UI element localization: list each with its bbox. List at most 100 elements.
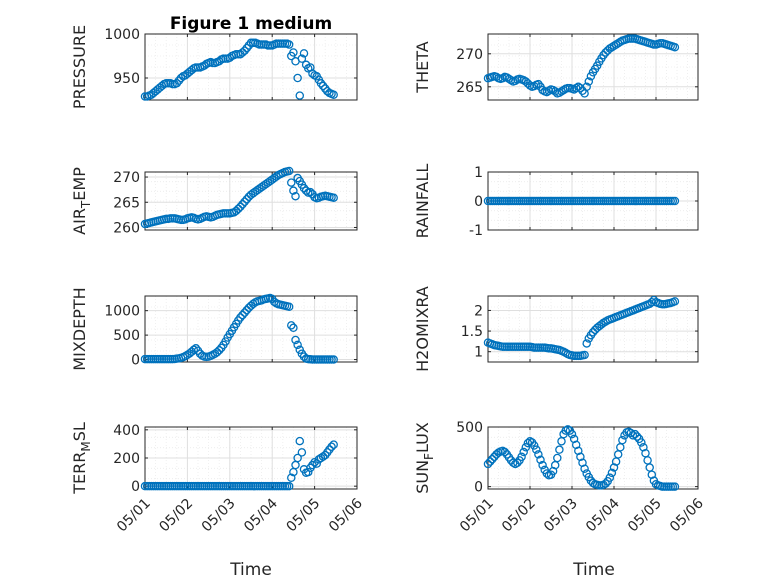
- data-point: [553, 453, 562, 463]
- data-point: [329, 90, 338, 99]
- y-tick-label: 1.5: [461, 324, 483, 340]
- y-axis-label: H2OMIXRA: [413, 286, 432, 372]
- axes-box: [487, 295, 699, 363]
- y-axis-label-main: TERR: [70, 452, 89, 495]
- data-point: [567, 429, 577, 439]
- panel-h2omixra: 1 1.5 2 H2OMIXRA: [413, 286, 699, 372]
- data-point: [557, 87, 566, 96]
- y-axis-label-main: MIXDEPTH: [70, 287, 89, 370]
- data-point: [212, 347, 222, 357]
- data-point: [225, 53, 235, 63]
- data-point: [584, 77, 594, 86]
- y-tick-label: 1000: [104, 304, 140, 320]
- data-point: [303, 467, 313, 477]
- data-point: [284, 302, 294, 312]
- data-point: [492, 72, 501, 82]
- data-point: [318, 81, 328, 91]
- data-point: [529, 81, 539, 91]
- data-point: [312, 459, 321, 468]
- data-point: [605, 473, 615, 482]
- data-point: [532, 445, 541, 454]
- data-point: [272, 172, 281, 181]
- data-point: [555, 445, 564, 454]
- data-point: [236, 202, 245, 212]
- data-point: [485, 457, 495, 466]
- y-tick-label: -1: [469, 223, 483, 239]
- data-point: [544, 86, 554, 96]
- y-axis-label-main: RAINFALL: [413, 164, 432, 239]
- data-point: [534, 79, 543, 89]
- data-point: [607, 468, 617, 478]
- data-point: [299, 49, 309, 58]
- y-axis-label-main: H2OMIXRA: [413, 286, 432, 372]
- y-tick-label: 270: [456, 47, 483, 63]
- data-point: [555, 88, 564, 97]
- data-point: [582, 339, 591, 348]
- data-point: [550, 87, 560, 96]
- data-point: [289, 323, 298, 333]
- data-point: [511, 76, 520, 86]
- y-axis-label-rest: EMP: [70, 167, 89, 201]
- data-point: [284, 481, 294, 491]
- data-point: [632, 432, 642, 441]
- y-tick-label: 0: [131, 479, 140, 495]
- data-point: [597, 320, 606, 329]
- y-axis-label-main: THETA: [413, 41, 432, 93]
- y-tick-label: 1000: [104, 27, 140, 43]
- data-point: [316, 79, 326, 88]
- data-point: [287, 321, 296, 330]
- data-point: [200, 61, 209, 70]
- data-point: [521, 443, 531, 452]
- y-tick-label: 500: [456, 420, 483, 436]
- data-point: [536, 455, 545, 465]
- data-point: [327, 442, 336, 451]
- data-point: [506, 75, 516, 85]
- y-axis-label: PRESSURE: [70, 25, 89, 109]
- data-point: [601, 479, 610, 488]
- data-point: [626, 428, 636, 438]
- data-point: [576, 83, 585, 93]
- data-point: [297, 54, 307, 63]
- data-point: [487, 454, 497, 464]
- data-point: [329, 440, 338, 449]
- data-point: [240, 46, 249, 55]
- y-tick-label: 0: [474, 480, 483, 496]
- data-point: [609, 41, 619, 51]
- y-tick-label: 500: [113, 328, 140, 344]
- data-point: [517, 452, 526, 462]
- data-point: [242, 43, 252, 53]
- y-axis-label: MIXDEPTH: [70, 287, 89, 370]
- y-axis-label-subscript: F: [422, 453, 436, 460]
- panel-pressure: 950 1000 PRESSURE: [70, 25, 358, 109]
- data-point: [647, 297, 657, 307]
- y-tick-label: 400: [113, 423, 140, 439]
- y-axis-label: SUNFLUX: [413, 422, 436, 494]
- y-axis-label-main: PRESSURE: [70, 25, 89, 109]
- data-point: [191, 344, 201, 353]
- data-point: [189, 345, 199, 355]
- y-axis-label: RAINFALL: [413, 164, 432, 239]
- axes-box: [487, 33, 699, 101]
- axes-box: [144, 171, 358, 231]
- data-point: [607, 42, 617, 52]
- data-point: [238, 200, 247, 209]
- data-point: [582, 82, 591, 92]
- data-point: [293, 453, 302, 463]
- data-point: [293, 340, 302, 350]
- data-point: [314, 455, 324, 464]
- data-point: [525, 81, 535, 90]
- data-point: [670, 42, 680, 52]
- data-point: [649, 295, 659, 305]
- data-point: [174, 76, 184, 85]
- data-point: [291, 335, 300, 345]
- data-point: [242, 194, 252, 204]
- x-axis-label-right: Time: [572, 560, 615, 580]
- y-axis-label-subscript: M: [79, 441, 93, 451]
- data-point: [630, 429, 640, 439]
- y-tick-label: 265: [113, 195, 140, 211]
- data-point: [238, 48, 247, 57]
- y-axis-label: TERRMSL: [70, 422, 93, 495]
- data-point: [323, 86, 332, 96]
